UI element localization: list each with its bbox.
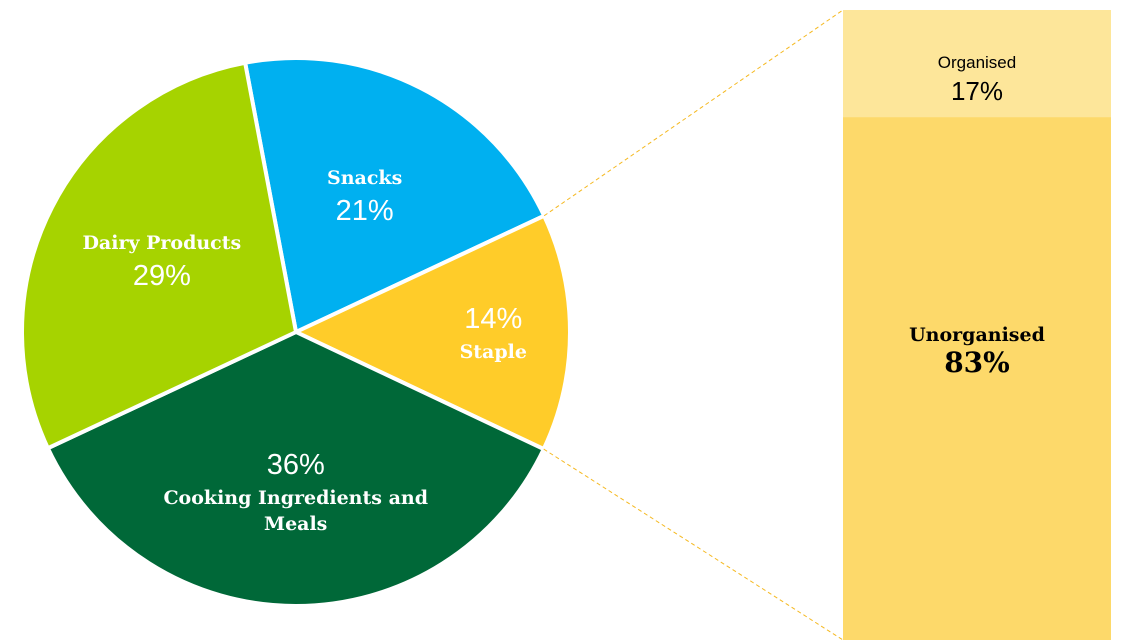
pie-slice <box>291 213 572 452</box>
slice-label: Dairy Products 29% <box>22 230 302 296</box>
slice-label: Snacks 21% <box>225 165 505 231</box>
breakdown-value: 17% <box>950 75 1004 106</box>
slice-name: Snacks <box>327 166 403 189</box>
breakdown-value: 83% <box>944 346 1010 380</box>
slice-label: 36% Cooking Ingredients and Meals <box>156 445 436 537</box>
slice-value: 29% <box>132 260 191 293</box>
slice-value: 21% <box>335 194 394 227</box>
slice-value: 14% <box>464 303 523 336</box>
breakdown-label: Unorganised 83% <box>837 324 1117 380</box>
breakdown-name: Organised <box>937 52 1017 72</box>
pie-slice <box>20 60 299 451</box>
connector <box>543 9 844 217</box>
slice-value: 36% <box>266 448 325 481</box>
pie-slice <box>45 329 547 608</box>
breakdown-name: Unorganised <box>909 324 1045 347</box>
breakdown-bar <box>843 10 1111 118</box>
slice-label: 14% Staple <box>353 299 633 365</box>
breakdown-label: Organised 17% <box>837 52 1117 108</box>
connector <box>543 448 844 641</box>
slice-name: Staple <box>459 341 527 364</box>
slice-name: Cooking Ingredients and Meals <box>163 486 428 535</box>
slice-name: Dairy Products <box>82 232 242 255</box>
breakdown-bar <box>843 117 1111 641</box>
pie-slice <box>242 56 547 335</box>
